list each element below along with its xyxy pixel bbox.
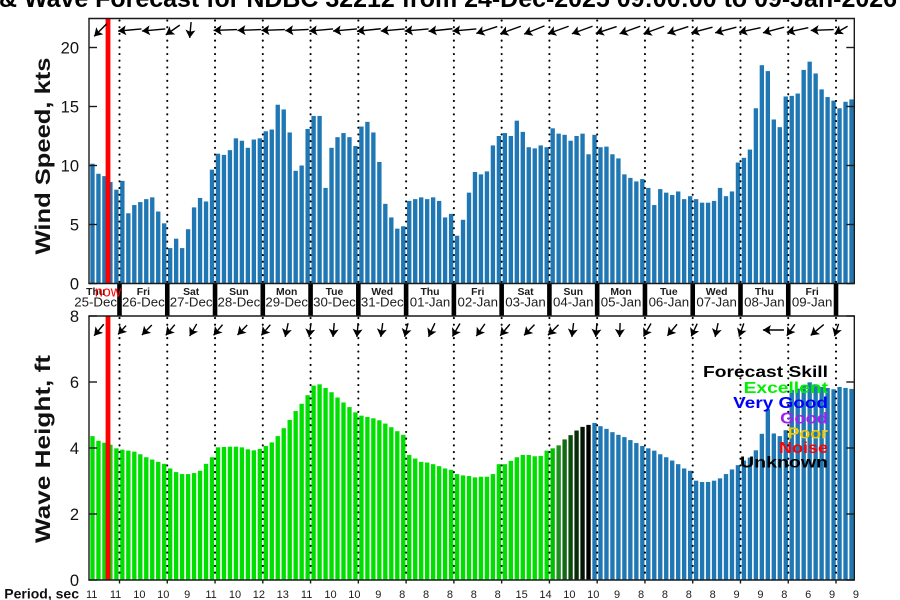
svg-text:09-Jan: 09-Jan [792, 294, 833, 309]
svg-text:Wind Speed, kts: Wind Speed, kts [31, 57, 55, 254]
svg-text:27-Dec: 27-Dec [170, 294, 213, 309]
svg-text:10: 10 [348, 589, 360, 600]
svg-text:13: 13 [277, 589, 289, 600]
svg-text:8: 8 [399, 589, 405, 600]
svg-text:12: 12 [253, 589, 265, 600]
svg-text:6: 6 [70, 374, 79, 392]
svg-text:14: 14 [539, 589, 551, 600]
svg-text:Good: Good [780, 411, 828, 428]
svg-text:now: now [95, 285, 122, 301]
svg-text:10: 10 [587, 589, 599, 600]
svg-text:03-Jan: 03-Jan [505, 294, 546, 309]
svg-text:Noise: Noise [779, 440, 829, 457]
svg-text:07-Jan: 07-Jan [696, 294, 737, 309]
svg-text:Excellent: Excellent [744, 380, 828, 397]
svg-text:Period, sec: Period, sec [4, 586, 79, 600]
svg-text:10: 10 [133, 589, 145, 600]
svg-text:4: 4 [70, 440, 79, 458]
svg-text:Fri: Fri [471, 287, 484, 298]
svg-text:08-Jan: 08-Jan [744, 294, 785, 309]
svg-text:Thu: Thu [86, 287, 105, 298]
svg-text:11: 11 [110, 589, 121, 600]
svg-text:9: 9 [614, 589, 620, 600]
svg-text:05-Jan: 05-Jan [601, 294, 642, 309]
svg-text:Fri: Fri [137, 287, 150, 298]
svg-text:9: 9 [733, 589, 739, 600]
svg-text:31-Dec: 31-Dec [361, 294, 404, 309]
svg-text:9: 9 [375, 589, 381, 600]
svg-text:9: 9 [829, 589, 835, 600]
svg-text:30-Dec: 30-Dec [313, 294, 356, 309]
svg-text:11: 11 [301, 589, 312, 600]
svg-text:15: 15 [515, 589, 527, 600]
svg-text:8: 8 [447, 589, 453, 600]
svg-text:Wed: Wed [706, 287, 728, 298]
svg-text:8: 8 [70, 308, 79, 326]
svg-text:29-Dec: 29-Dec [265, 294, 308, 309]
svg-text:0: 0 [70, 572, 79, 590]
svg-text:Thu: Thu [420, 287, 439, 298]
svg-text:8: 8 [662, 589, 668, 600]
svg-text:& Wave Forecast for NDBC 32212: & Wave Forecast for NDBC 32212 from 24-D… [0, 0, 897, 13]
svg-text:Sat: Sat [517, 287, 534, 298]
svg-text:8: 8 [495, 589, 501, 600]
svg-text:Fri: Fri [805, 287, 818, 298]
svg-text:8: 8 [710, 589, 716, 600]
svg-text:8: 8 [638, 589, 644, 600]
svg-text:Very Good: Very Good [733, 395, 828, 412]
svg-text:26-Dec: 26-Dec [122, 294, 165, 309]
svg-text:0: 0 [70, 276, 79, 294]
svg-text:Wave Height, ft: Wave Height, ft [31, 355, 55, 543]
svg-text:9: 9 [184, 589, 190, 600]
svg-text:10: 10 [229, 589, 241, 600]
svg-text:8: 8 [686, 589, 692, 600]
svg-text:Forecast Skill: Forecast Skill [703, 364, 828, 381]
svg-text:10: 10 [563, 589, 575, 600]
svg-text:Sun: Sun [229, 287, 249, 298]
svg-text:8: 8 [781, 589, 787, 600]
svg-text:Tue: Tue [660, 287, 678, 298]
svg-text:10: 10 [324, 589, 336, 600]
svg-text:Wed: Wed [371, 287, 393, 298]
svg-text:Poor: Poor [788, 425, 828, 442]
svg-text:10: 10 [157, 589, 169, 600]
svg-text:6: 6 [805, 589, 811, 600]
svg-text:9: 9 [853, 589, 859, 600]
svg-text:5: 5 [70, 217, 79, 235]
svg-text:Tue: Tue [326, 287, 344, 298]
svg-text:Mon: Mon [610, 287, 631, 298]
svg-text:15: 15 [61, 99, 79, 117]
svg-text:Thu: Thu [755, 287, 774, 298]
svg-text:10: 10 [61, 158, 79, 176]
svg-text:Unknown: Unknown [740, 455, 828, 472]
svg-text:8: 8 [423, 589, 429, 600]
svg-text:20: 20 [61, 40, 79, 58]
svg-text:11: 11 [205, 589, 216, 600]
svg-text:11: 11 [86, 589, 97, 600]
svg-text:04-Jan: 04-Jan [553, 294, 594, 309]
svg-text:01-Jan: 01-Jan [410, 294, 451, 309]
svg-text:9: 9 [757, 589, 763, 600]
svg-text:02-Jan: 02-Jan [458, 294, 499, 309]
svg-text:06-Jan: 06-Jan [649, 294, 690, 309]
svg-text:Sat: Sat [183, 287, 200, 298]
svg-text:28-Dec: 28-Dec [218, 294, 261, 309]
svg-text:8: 8 [471, 589, 477, 600]
svg-text:25-Dec: 25-Dec [74, 294, 117, 309]
svg-text:2: 2 [70, 506, 79, 524]
svg-text:Sun: Sun [563, 287, 583, 298]
svg-text:Mon: Mon [276, 287, 297, 298]
